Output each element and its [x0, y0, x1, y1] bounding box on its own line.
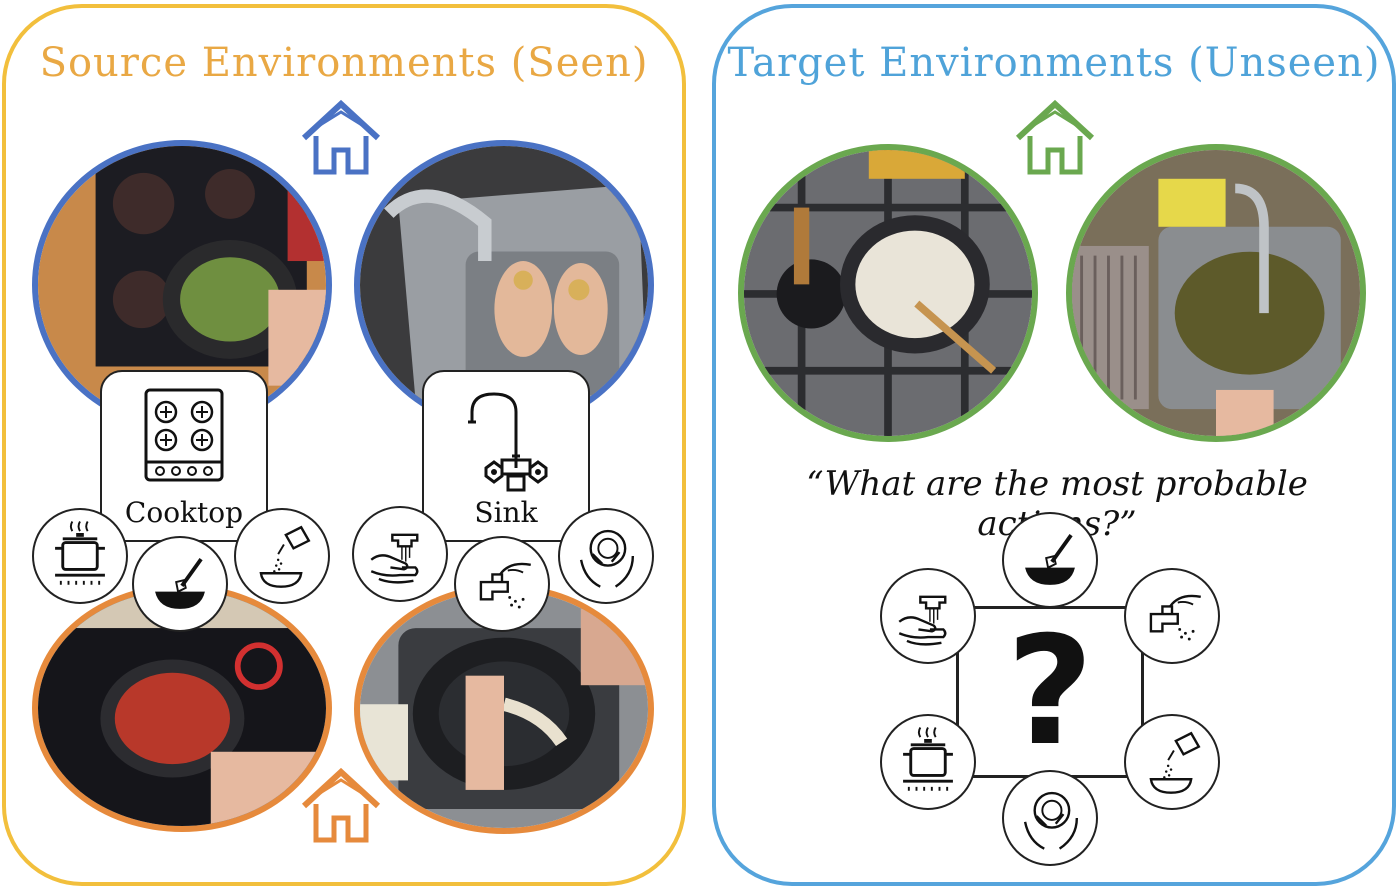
pour-seasoning-icon — [1124, 714, 1220, 810]
cooktop-icon — [142, 386, 226, 484]
wash-dish-icon — [558, 508, 654, 604]
house-icon — [296, 766, 386, 846]
source-panel-title: Source Environments (Seen) — [39, 40, 649, 86]
turn-tap-icon — [1124, 568, 1220, 664]
wash-hands-icon — [880, 568, 976, 664]
sink-label: Sink — [474, 496, 538, 529]
wash-hands-icon — [352, 506, 448, 602]
stir-pan-icon — [1002, 512, 1098, 608]
target-panel-title: Target Environments (Unseen) — [727, 40, 1381, 86]
boil-pot-icon — [880, 714, 976, 810]
cooktop-label: Cooktop — [124, 496, 244, 529]
pour-seasoning-icon — [234, 508, 330, 604]
cooktop-location-card: Cooktop — [100, 370, 268, 542]
wash-dish-icon — [1002, 770, 1098, 866]
faucet-icon — [458, 386, 558, 496]
target-sink-photo — [1066, 144, 1366, 442]
boil-pot-icon — [32, 508, 128, 604]
turn-tap-icon — [454, 536, 550, 632]
question-mark: ? — [1006, 605, 1094, 779]
cooktop-photo-blue — [32, 140, 332, 430]
sink-location-card: Sink — [422, 370, 590, 542]
stir-pan-icon — [132, 536, 228, 632]
question-text: “What are the most probable actions?” — [806, 464, 1308, 544]
target-cooktop-photo — [738, 144, 1038, 442]
